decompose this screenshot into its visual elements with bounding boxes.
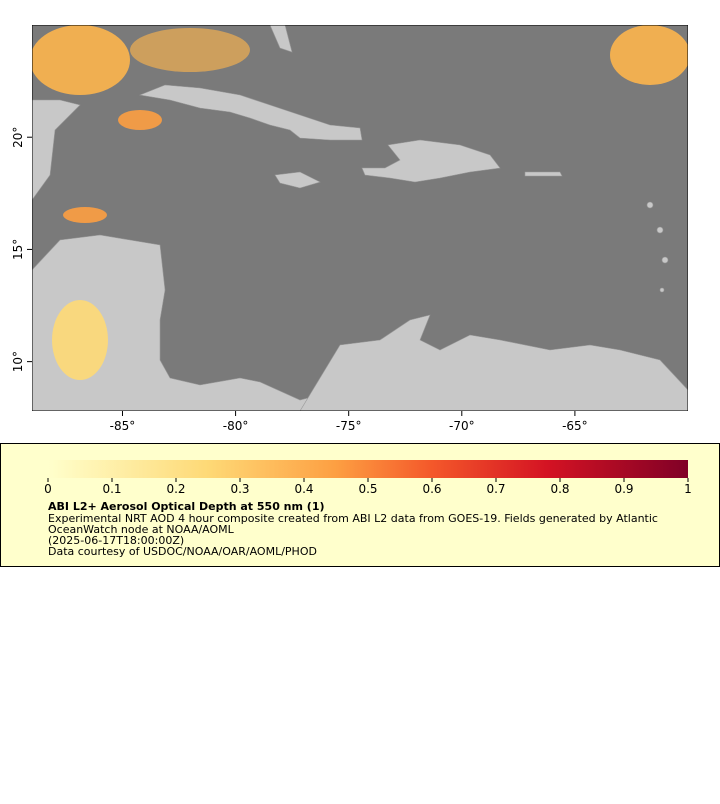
aerosol-patches [32,25,688,380]
colorbar-tick-label: 0.2 [166,482,185,496]
x-tick-label: -65° [562,419,588,433]
y-tick-label: 15° [11,239,25,260]
colorbar-tick-label: 0.3 [230,482,249,496]
colorbar-tick-label: 1 [684,482,692,496]
colorbar-tick-label: 0.4 [294,482,313,496]
x-tick-label: -85° [110,419,136,433]
y-tick-label: 20° [11,127,25,148]
x-tick-label: -80° [223,419,249,433]
colorbar-tick-label: 0.5 [358,482,377,496]
colorbar-tick-label: 0.1 [102,482,121,496]
caption-title: ABI L2+ Aerosol Optical Depth at 550 nm … [48,500,325,513]
colorbar-tick-label: 0 [44,482,52,496]
x-tick-label: -70° [449,419,475,433]
caption-line: Data courtesy of USDOC/NOAA/OAR/AOML/PHO… [48,545,317,558]
x-tick-label: -75° [336,419,362,433]
colorbar-tick-label: 0.6 [422,482,441,496]
axes: -85° -80° -75° -70° -65° 10° 15° 20° [11,127,588,433]
caption-line: Experimental NRT AOD 4 hour composite cr… [48,512,658,525]
caption-line: OceanWatch node at NOAA/AOML [48,523,235,536]
colorbar-ticks: 0 0.1 0.2 0.3 0.4 0.5 0.6 0.7 0.8 0.9 1 [44,478,692,496]
colorbar-tick-label: 0.9 [614,482,633,496]
caption-line: (2025-06-17T18:00:00Z) [48,534,184,547]
land [32,25,688,411]
colorbar-tick-label: 0.8 [550,482,569,496]
colorbar-tick-label: 0.7 [486,482,505,496]
y-tick-label: 10° [11,351,25,372]
colorbar [48,460,688,478]
map [32,25,688,411]
